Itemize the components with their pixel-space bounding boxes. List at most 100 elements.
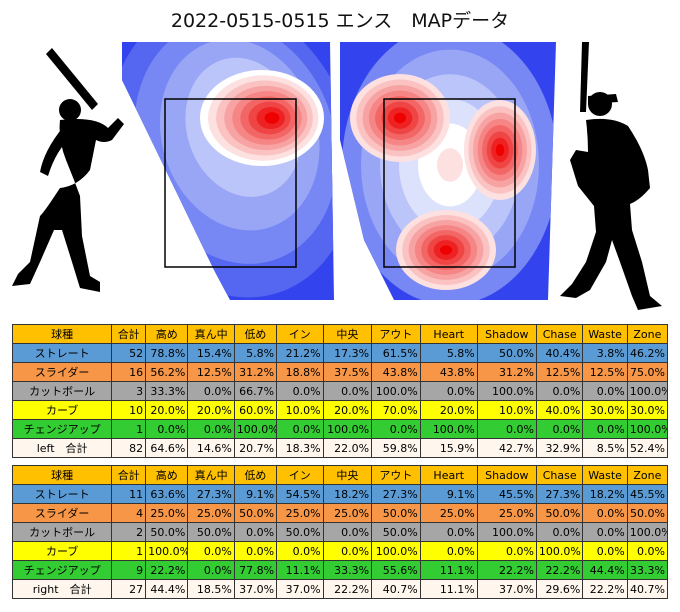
table-cell: 31.2% [476,362,537,382]
table-cell: 1 [111,541,147,561]
table-cell: 56.2% [145,362,189,382]
table-cell: 25.0% [419,503,478,523]
table-cell: 25.0% [276,503,324,523]
heat-contour-3-7 [440,245,452,255]
table-cell: 0.0% [322,522,373,542]
table-cell: 20.7% [233,438,278,458]
column-header: Shadow [476,324,537,344]
table-cell: 25.0% [322,503,373,523]
column-header: Zone [626,324,669,344]
heat-contour-2-7 [495,144,505,156]
table-cell: 100.0% [626,381,669,401]
table-cell: 75.0% [626,362,669,382]
table-cell: 82 [111,438,147,458]
table-cell: 11.1% [419,560,478,580]
table-cell: 0.0% [476,541,537,561]
table-cell: 0.0% [582,503,628,523]
table-cell: 0.0% [233,541,278,561]
table-cell: 27 [111,579,147,599]
table-cell: 61.5% [371,343,421,363]
stats-table-right: 球種 合計 高め 真ん中 低め イン 中央 アウト Heart Shadow Chase Waste Z… [11,465,669,599]
stats-table-left: 球種 合計 高め 真ん中 低め イン 中央 アウト Heart Shadow Chase Waste Z… [11,324,669,458]
column-header: Zone [626,465,669,485]
column-header: Waste [582,465,628,485]
table-cell: 100.0% [145,541,189,561]
table-cell: 27.3% [187,484,235,504]
table-row: カーブ 1 100.0% 0.0% 0.0% 0.0% 0.0% 100.0% 0.0% 0.0%… [11,541,669,561]
column-header: Heart [419,324,478,344]
table-cell: 0.0% [582,419,628,439]
table-cell: 27.3% [535,484,584,504]
table-cell: 12.5% [582,362,628,382]
table-cell: 30.0% [626,400,669,420]
table-cell: 8.5% [582,438,628,458]
table-cell: 5.8% [419,343,478,363]
table-cell: 0.0% [276,541,324,561]
table-cell: 50.0% [187,522,235,542]
table-cell: 18.2% [322,484,373,504]
table-row: ストレート 52 78.8% 15.4% 5.8% 21.2% 17.3% 61.5% 5.8%… [11,343,669,363]
table-cell: 0.0% [535,419,584,439]
table-cell: 25.0% [187,503,235,523]
table-cell: 0.0% [187,541,235,561]
table-cell: 42.7% [476,438,537,458]
table-cell: 9.1% [233,484,278,504]
table-cell: 50.0% [371,503,421,523]
table-cell: 100.0% [371,541,421,561]
table-cell: 33.3% [626,560,669,580]
table-cell: 40.7% [626,579,669,599]
table-cell: 0.0% [187,381,235,401]
table-cell: 0.0% [582,541,628,561]
table-cell: 50.0% [371,522,421,542]
pitch-type-label: ストレート [11,343,113,363]
table-cell: 21.2% [276,343,324,363]
column-header: Waste [582,324,628,344]
table-cell: 20.0% [145,400,189,420]
batter-silhouette-left [12,48,124,292]
table-row: right 合計 27 44.4% 18.5% 37.0% 37.0% 22.2% 40.7%… [11,579,669,599]
table-cell: 50.0% [535,503,584,523]
table-cell: 33.3% [145,381,189,401]
table-header-row: 球種 合計 高め 真ん中 低め イン 中央 アウト Heart Shadow Chase Waste Z… [11,465,669,485]
table-cell: 54.5% [276,484,324,504]
table-cell: 16 [111,362,147,382]
table-cell: 22.2% [145,560,189,580]
table-cell: 18.8% [276,362,324,382]
column-header: 真ん中 [187,324,235,344]
table-cell: 45.5% [476,484,537,504]
table-header-row: 球種 合計 高め 真ん中 低め イン 中央 アウト Heart Shadow Chase Waste Z… [11,324,669,344]
pitch-type-label: チェンジアップ [11,560,113,580]
table-cell: 78.8% [145,343,189,363]
table-cell: 20.0% [419,400,478,420]
table-cell: 18.3% [276,438,324,458]
column-header: アウト [371,465,421,485]
table-row: チェンジアップ 9 22.2% 0.0% 77.8% 11.1% 33.3% 55.6% 11.… [11,560,669,580]
table-cell: 9.1% [419,484,478,504]
table-cell: 31.2% [233,362,278,382]
table-cell: 100.0% [322,419,373,439]
table-cell: 22.2% [322,579,373,599]
column-header: 中央 [322,324,373,344]
table-cell: 33.3% [322,560,373,580]
table-cell: 100.0% [535,541,584,561]
table-cell: 4 [111,503,147,523]
strike-zone-left [164,98,297,268]
table-cell: 64.6% [145,438,189,458]
table-cell: 10 [111,400,147,420]
table-cell: 50.0% [233,503,278,523]
table-cell: 60.0% [233,400,278,420]
table-row: カーブ 10 20.0% 20.0% 60.0% 10.0% 20.0% 70.0% 20.0%… [11,400,669,420]
table-cell: 11 [111,484,147,504]
table-cell: 37.0% [233,579,278,599]
table-cell: 0.0% [626,541,669,561]
table-cell: 63.6% [145,484,189,504]
column-header: 低め [233,324,278,344]
heatmap-right-contours [340,42,556,300]
column-header: 高め [145,465,189,485]
table-cell: 37.0% [476,579,537,599]
column-header: 高め [145,324,189,344]
table-row: ストレート 11 63.6% 27.3% 9.1% 54.5% 18.2% 27.3% 9.1%… [11,484,669,504]
heat-contour-1-7 [394,112,406,124]
table-row: スライダー 16 56.2% 12.5% 31.2% 18.8% 37.5% 43.8% 43.… [11,362,669,382]
heatmap-area [12,42,662,310]
